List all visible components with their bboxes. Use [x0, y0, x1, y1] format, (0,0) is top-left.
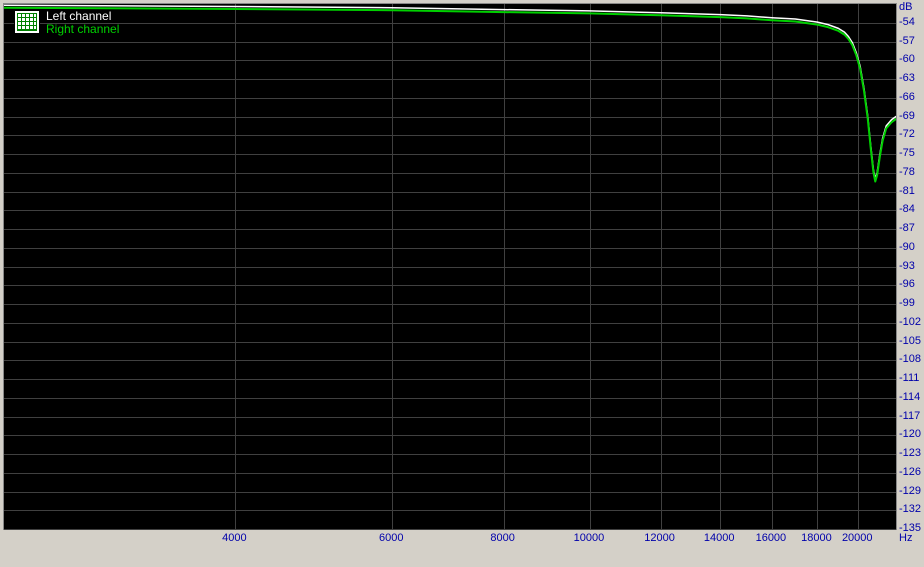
series-line [4, 5, 896, 179]
y-tick-label: -129 [899, 485, 924, 497]
x-tick-label: 4000 [222, 532, 246, 544]
gridline-h [4, 417, 896, 418]
gridline-h [4, 304, 896, 305]
y-tick-label: -120 [899, 428, 924, 440]
gridline-h [4, 454, 896, 455]
x-tick-label: 6000 [379, 532, 403, 544]
y-tick-label: -90 [899, 241, 924, 253]
gridline-h [4, 529, 896, 530]
y-tick-label: -123 [899, 447, 924, 459]
gridline-v [392, 4, 393, 529]
y-tick-label: -96 [899, 278, 924, 290]
gridline-h [4, 267, 896, 268]
gridline-v [590, 4, 591, 529]
y-tick-label: -81 [899, 185, 924, 197]
gridline-h [4, 342, 896, 343]
gridline-v [817, 4, 818, 529]
y-tick-label: -63 [899, 72, 924, 84]
y-tick-label: -105 [899, 335, 924, 347]
gridline-h [4, 154, 896, 155]
y-tick-label: -114 [899, 391, 924, 403]
gridline-v [235, 4, 236, 529]
gridline-h [4, 210, 896, 211]
y-tick-label: -93 [899, 260, 924, 272]
y-tick-label: -108 [899, 353, 924, 365]
x-tick-label: 8000 [490, 532, 514, 544]
gridline-h [4, 379, 896, 380]
y-tick-label: -87 [899, 222, 924, 234]
y-tick-label: -135 [899, 522, 924, 534]
gridline-h [4, 173, 896, 174]
y-tick-label: -66 [899, 91, 924, 103]
gridline-h [4, 135, 896, 136]
gridline-h [4, 323, 896, 324]
y-tick-label: -126 [899, 466, 924, 478]
gridline-h [4, 42, 896, 43]
y-tick-label: -102 [899, 316, 924, 328]
plot-area: Left channel Right channel [3, 3, 897, 530]
y-tick-label: -132 [899, 503, 924, 515]
gridline-v [504, 4, 505, 529]
gridline-v [720, 4, 721, 529]
y-axis-unit: dB [899, 1, 912, 13]
gridline-h [4, 492, 896, 493]
gridline-h [4, 60, 896, 61]
y-tick-label: -72 [899, 128, 924, 140]
y-tick-label: -84 [899, 203, 924, 215]
x-tick-label: 16000 [756, 532, 787, 544]
x-tick-label: 10000 [574, 532, 605, 544]
x-tick-label: 12000 [644, 532, 675, 544]
y-tick-label: -117 [899, 410, 924, 422]
y-tick-label: -57 [899, 35, 924, 47]
x-tick-label: 20000 [842, 532, 873, 544]
series-line [4, 8, 896, 182]
y-tick-label: -75 [899, 147, 924, 159]
y-tick-label: -60 [899, 53, 924, 65]
x-tick-label: 14000 [704, 532, 735, 544]
gridline-h [4, 510, 896, 511]
gridline-h [4, 473, 896, 474]
gridline-h [4, 285, 896, 286]
gridline-h [4, 229, 896, 230]
gridline-h [4, 117, 896, 118]
gridline-h [4, 192, 896, 193]
y-tick-label: -78 [899, 166, 924, 178]
gridline-v [661, 4, 662, 529]
y-tick-label: -99 [899, 297, 924, 309]
x-tick-label: 18000 [801, 532, 832, 544]
legend-grid-icon [14, 10, 40, 34]
gridline-v [772, 4, 773, 529]
legend: Left channel Right channel [14, 10, 119, 36]
y-tick-label: -69 [899, 110, 924, 122]
gridline-h [4, 79, 896, 80]
y-tick-label: -111 [899, 372, 924, 384]
y-tick-label: -54 [899, 16, 924, 28]
gridline-h [4, 360, 896, 361]
gridline-h [4, 248, 896, 249]
legend-item-right: Right channel [46, 23, 119, 36]
gridline-h [4, 435, 896, 436]
chart-container: Left channel Right channel dB Hz -54-57-… [0, 0, 924, 567]
gridline-h [4, 98, 896, 99]
gridline-v [858, 4, 859, 529]
legend-labels: Left channel Right channel [46, 10, 119, 36]
gridline-h [4, 23, 896, 24]
gridline-h [4, 398, 896, 399]
